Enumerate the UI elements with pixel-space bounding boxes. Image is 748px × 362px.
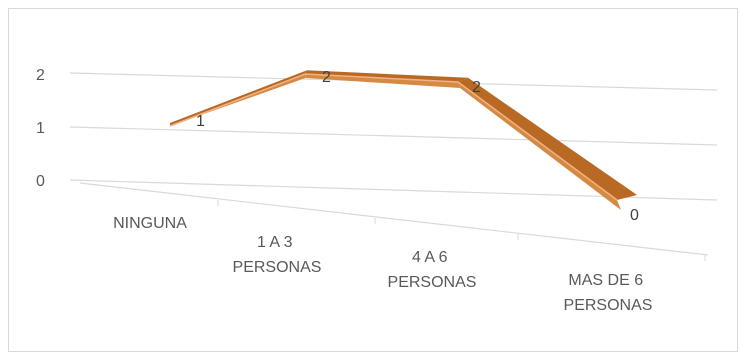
x-label-mas-de-6: MAS DE 6 PERSONAS <box>564 272 653 314</box>
y-tick-2: 2 <box>36 67 45 84</box>
x-label-mas-de-6-line-2: PERSONAS <box>564 297 653 314</box>
x-label-4-a-6-line-1: 4 A 6 <box>412 249 448 266</box>
ribbon-face-segment-2 <box>458 82 621 210</box>
ribbon-top-segment-1 <box>305 70 468 82</box>
x-label-4-a-6: 4 A 6 PERSONAS <box>388 249 477 291</box>
data-labels: 1 2 2 0 <box>196 69 639 224</box>
x-label-1-a-3-line-1: 1 A 3 <box>257 234 293 251</box>
x-label-ninguna-line-1: NINGUNA <box>113 215 187 232</box>
data-label-1-a-3: 2 <box>322 69 331 86</box>
x-label-1-a-3-line-2: PERSONAS <box>233 259 322 276</box>
ribbon-face-segment-1 <box>305 74 460 88</box>
ribbon-top-segment-2 <box>458 77 637 200</box>
gridlines <box>69 72 718 261</box>
series-ribbon <box>169 70 637 210</box>
data-label-mas-de-6: 0 <box>630 207 639 224</box>
floor-edge <box>79 182 709 256</box>
x-label-ninguna: NINGUNA <box>113 215 187 232</box>
x-label-mas-de-6-line-1: MAS DE 6 <box>568 272 643 289</box>
data-label-4-a-6: 2 <box>472 79 481 96</box>
x-axis-labels: NINGUNA 1 A 3 PERSONAS 4 A 6 PERSONAS MA… <box>113 215 652 314</box>
chart-frame <box>8 8 738 352</box>
x-label-1-a-3: 1 A 3 PERSONAS <box>233 234 322 276</box>
gridline-1 <box>69 126 718 146</box>
data-label-ninguna: 1 <box>196 113 205 130</box>
y-tick-0: 0 <box>36 173 45 190</box>
ribbon-edge-line <box>169 73 618 201</box>
x-label-4-a-6-line-2: PERSONAS <box>388 274 477 291</box>
y-tick-1: 1 <box>36 120 45 137</box>
y-axis-ticks: 0 1 2 <box>36 67 45 190</box>
